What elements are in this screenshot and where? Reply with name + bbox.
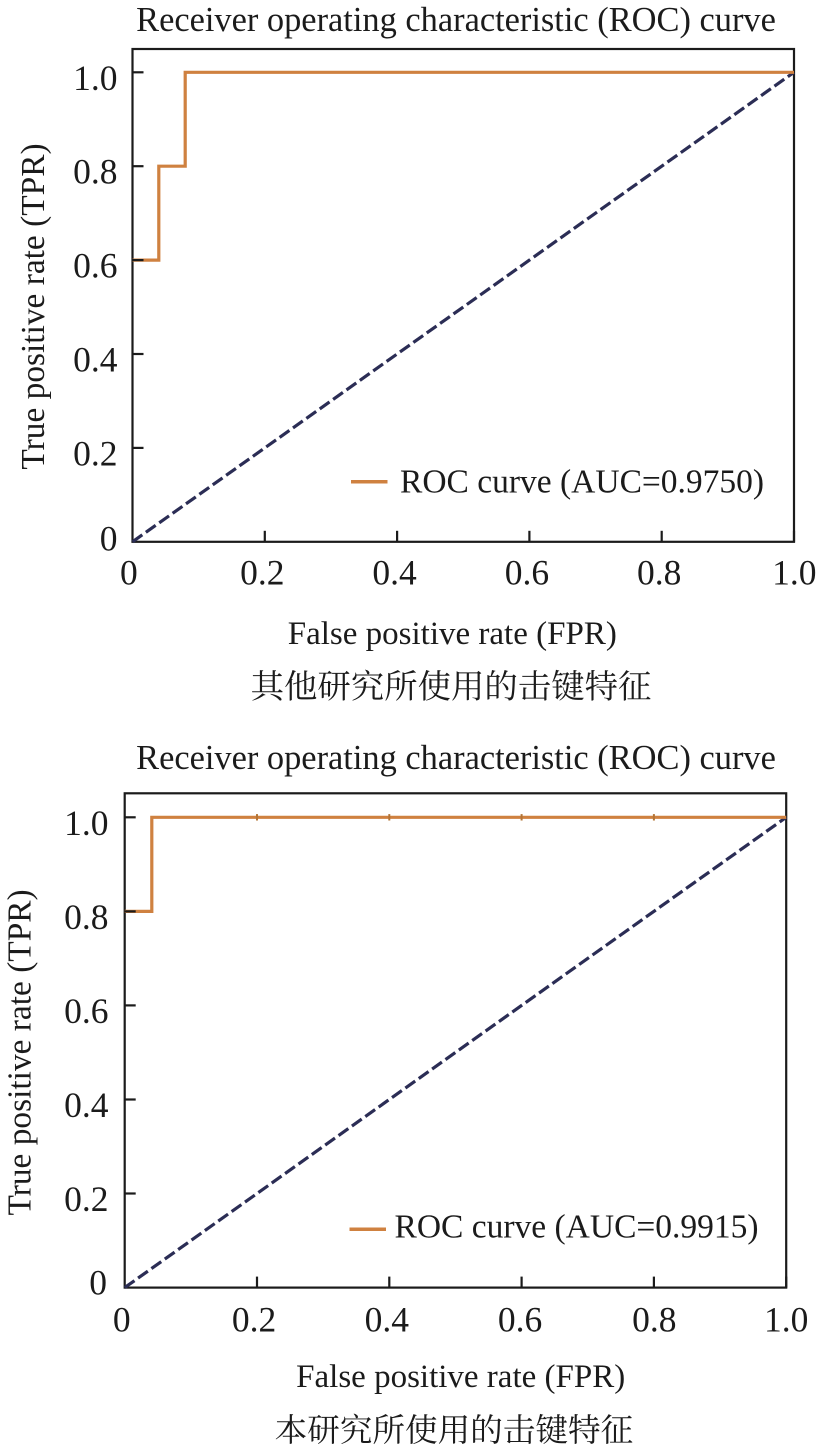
svg-text:ROC curve (AUC=0.9750): ROC curve (AUC=0.9750) [400,464,764,501]
svg-text:0: 0 [89,1263,107,1303]
svg-text:ROC curve (AUC=0.9915): ROC curve (AUC=0.9915) [395,1209,759,1246]
svg-text:False positive rate (FPR): False positive rate (FPR) [296,1359,625,1395]
svg-text:0.4: 0.4 [64,1085,109,1125]
svg-text:True positive rate (TPR): True positive rate (TPR) [2,889,39,1215]
svg-text:Receiver operating characteris: Receiver operating characteristic (ROC) … [136,1,776,39]
svg-text:0.8: 0.8 [73,152,117,192]
svg-text:0.2: 0.2 [240,553,284,593]
svg-text:0.4: 0.4 [372,553,417,593]
svg-text:0.6: 0.6 [64,991,108,1031]
svg-text:1.0: 1.0 [64,803,108,843]
svg-text:1.0: 1.0 [764,1300,808,1340]
svg-text:0.6: 0.6 [498,1300,542,1340]
svg-text:0.2: 0.2 [64,1179,108,1219]
svg-text:False positive rate (FPR): False positive rate (FPR) [288,616,617,652]
svg-text:0.2: 0.2 [73,433,117,473]
svg-text:0.8: 0.8 [637,553,681,593]
svg-text:0: 0 [120,553,138,593]
svg-text:True positive rate (TPR): True positive rate (TPR) [15,143,52,469]
svg-text:1.0: 1.0 [73,58,117,98]
svg-text:0.8: 0.8 [632,1300,676,1340]
svg-text:0.6: 0.6 [73,246,117,286]
svg-text:Receiver operating characteris: Receiver operating characteristic (ROC) … [136,739,776,777]
svg-text:0.6: 0.6 [505,553,549,593]
svg-text:0.4: 0.4 [73,340,118,380]
svg-text:0.2: 0.2 [232,1300,276,1340]
svg-text:0.4: 0.4 [365,1300,410,1340]
svg-text:1.0: 1.0 [772,553,816,593]
svg-text:0.8: 0.8 [64,897,108,937]
svg-text:0: 0 [100,519,118,559]
svg-text:0: 0 [113,1300,131,1340]
